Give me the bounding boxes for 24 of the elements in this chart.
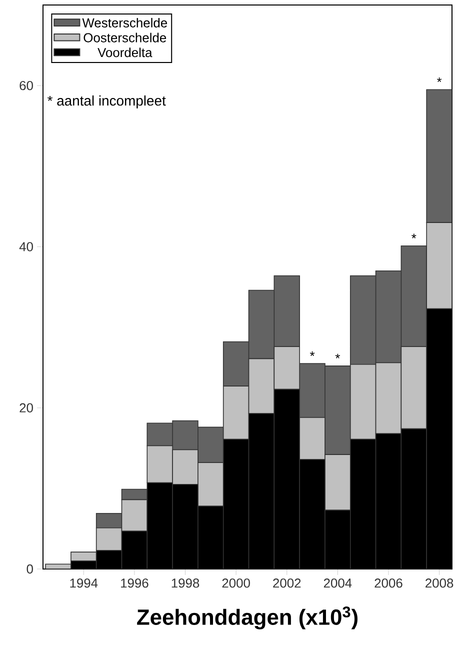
x-tick-label: 2006 <box>374 578 402 588</box>
annotation: * <box>335 354 340 358</box>
x-axis-title: Zeehonddagen (x10$^{3}$) <box>137 606 358 630</box>
annotation: * <box>412 234 416 238</box>
x-tick-label: 2008 <box>426 578 454 588</box>
x-tick-label: 1998 <box>172 578 200 588</box>
x-tick-label: 2002 <box>273 578 301 588</box>
legend-label: Westerschelde <box>82 18 168 28</box>
annotation: * <box>436 77 442 82</box>
bar <box>96 512 122 528</box>
y-tick-label: 60 <box>20 80 33 90</box>
x-tick-label: 1994 <box>70 578 98 588</box>
y-tick-label: 0 <box>26 564 33 574</box>
x-tick-label: 2004 <box>324 578 352 588</box>
y-tick-label: 20 <box>20 403 33 412</box>
annotation: * aantal incompleet <box>48 95 166 108</box>
bar <box>426 89 452 223</box>
annotation: * <box>310 351 315 356</box>
x-tick-label: 2000 <box>222 578 250 588</box>
bar <box>121 488 148 500</box>
legend-label: Voordelta <box>98 48 152 58</box>
x-tick-label: 1996 <box>121 578 148 588</box>
y-tick-label: 40 <box>19 242 33 252</box>
legend-label: Oosterschelde <box>84 32 166 42</box>
